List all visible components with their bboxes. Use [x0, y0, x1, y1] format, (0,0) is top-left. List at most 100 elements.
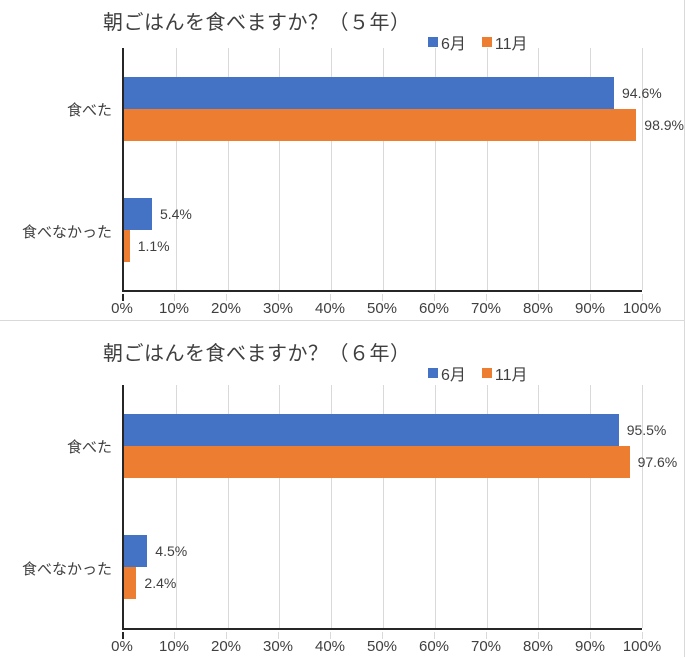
bar-11月-食べなかった	[124, 229, 130, 262]
category-label: 食べなかった	[21, 223, 112, 241]
tick-mark	[642, 294, 643, 301]
data-label: 4.5%	[155, 543, 188, 560]
gridline-80	[538, 385, 540, 628]
legend-item-june: 6月	[428, 361, 466, 385]
legend: 6月 11月	[428, 361, 528, 385]
x-tick-label: 20%	[210, 300, 242, 317]
data-label: 5.4%	[159, 205, 192, 222]
x-tick-label: 30%	[262, 300, 294, 317]
x-tick-label: 90%	[574, 300, 606, 317]
tick-mark	[434, 632, 435, 639]
x-tick-label: 40%	[314, 638, 346, 655]
gridline-70	[486, 48, 488, 290]
tick-mark	[486, 294, 487, 301]
data-label: 94.6%	[622, 84, 662, 101]
gridline-10	[175, 48, 177, 290]
x-tick-label: 20%	[210, 638, 242, 655]
tick-mark	[538, 632, 539, 639]
category-band: 94.6% 98.9%	[124, 48, 684, 169]
x-tick-label: 60%	[418, 300, 450, 317]
data-label: 98.9%	[644, 116, 684, 133]
x-tick-label: 10%	[158, 300, 190, 317]
x-tick-label: 0%	[111, 638, 133, 655]
legend-swatch-november	[481, 37, 492, 47]
tick-mark	[590, 632, 591, 639]
x-tick-label: 70%	[470, 638, 502, 655]
gridline-10	[175, 385, 177, 628]
data-label: 95.5%	[626, 421, 667, 438]
gridline-20	[227, 385, 229, 628]
gridline-50	[383, 385, 384, 628]
legend-item-november: 11月	[481, 361, 528, 385]
tick-mark	[122, 294, 124, 301]
x-tick-label: 50%	[366, 300, 398, 317]
bar-6月-食べた	[124, 413, 619, 446]
plot-area: 94.6% 98.9% 5.4% 1.1%	[122, 48, 684, 292]
data-label: 97.6%	[637, 453, 678, 470]
bar-row: 5.4%	[124, 197, 642, 230]
tick-mark	[382, 632, 383, 639]
x-tick-label: 0%	[111, 300, 133, 317]
gridline-100	[642, 48, 643, 290]
data-label: 2.4%	[144, 575, 177, 592]
bar-11月-食べた	[124, 445, 630, 478]
gridline-20	[227, 48, 229, 290]
tick-mark	[538, 294, 539, 301]
x-tick-label: 90%	[574, 638, 606, 655]
bar-row: 4.5%	[124, 535, 642, 568]
x-tick-label: 60%	[418, 638, 450, 655]
x-tick-label: 40%	[314, 300, 346, 317]
gridline-70	[486, 385, 488, 628]
x-tick-label: 30%	[262, 638, 294, 655]
bar-6月-食べなかった	[124, 197, 152, 230]
data-label: 1.1%	[137, 237, 170, 254]
legend-item-november: 11月	[481, 30, 528, 54]
gridline-60	[434, 48, 436, 290]
x-tick-label: 100%	[622, 300, 662, 317]
tick-mark	[330, 294, 331, 301]
tick-mark	[382, 294, 383, 301]
gridline-80	[538, 48, 540, 290]
bar-6月-食べなかった	[124, 535, 148, 568]
x-tick-label: 50%	[366, 638, 398, 655]
gridline-30	[279, 385, 281, 628]
bar-row: 2.4%	[124, 567, 642, 600]
chart-panel-grade5: 朝ごはんを食べますか？（５年） 6月 11月 94.6% 98.9% 5.4% 1.1…	[0, 0, 685, 321]
category-axis-labels: 食べた 食べなかった	[0, 385, 112, 630]
legend-label-november: 11月	[494, 367, 528, 384]
gridline-60	[434, 385, 436, 628]
tick-mark	[330, 632, 331, 639]
tick-mark	[278, 632, 279, 639]
bar-row: 95.5%	[124, 413, 666, 446]
tick-mark	[174, 632, 175, 639]
gridline-100	[642, 385, 643, 628]
chart-title-grade5: 朝ごはんを食べますか？（５年）	[103, 12, 411, 34]
gridline-40	[331, 48, 333, 290]
bar-11月-食べた	[124, 108, 637, 141]
bar-row: 1.1%	[124, 229, 642, 262]
category-band: 95.5% 97.6%	[124, 385, 677, 507]
x-tick-label: 80%	[522, 638, 554, 655]
tick-mark	[590, 294, 591, 301]
axis-tick-marks	[122, 632, 643, 639]
gridline-90	[590, 385, 592, 628]
gridline-30	[279, 48, 281, 290]
legend-label-june: 6月	[441, 367, 466, 384]
x-axis-labels: 0% 10% 20% 30% 40% 50% 60% 70% 80% 90% 100%	[111, 638, 661, 656]
bar-6月-食べた	[124, 76, 615, 109]
legend-swatch-june	[428, 368, 438, 378]
x-tick-label: 80%	[522, 300, 554, 317]
x-tick-label: 100%	[622, 638, 662, 655]
legend-label-june: 6月	[441, 36, 466, 53]
legend-swatch-november	[481, 368, 492, 378]
x-tick-label: 10%	[158, 638, 190, 655]
chart-title-grade6: 朝ごはんを食べますか？（６年）	[103, 343, 411, 365]
plot-area: 95.5% 97.6% 4.5% 2.4%	[122, 385, 677, 630]
axis-tick-marks	[122, 294, 643, 301]
legend-swatch-june	[428, 37, 438, 47]
bar-11月-食べなかった	[124, 567, 137, 600]
bar-row: 94.6%	[124, 76, 662, 109]
category-label: 食べた	[66, 438, 112, 456]
category-band: 4.5% 2.4%	[124, 507, 642, 629]
